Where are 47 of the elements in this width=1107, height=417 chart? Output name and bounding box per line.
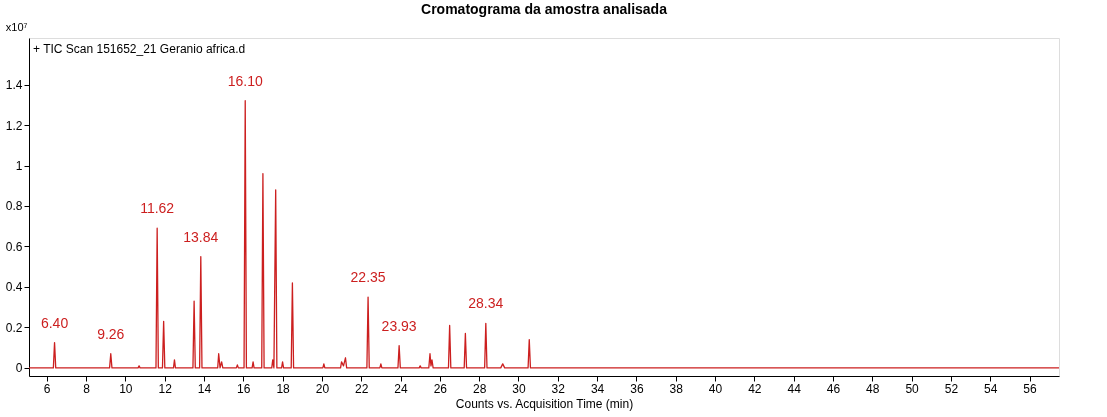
x-tick-label: 6 [43,381,51,396]
x-tick-label: 20 [315,381,330,396]
annotation: 22.35 [350,269,386,286]
chart-title: Cromatograma da amostra analisada [421,1,668,17]
line-series [29,100,1059,369]
x-tick-label: 30 [512,381,526,396]
x-tick-label: 56 [1023,381,1038,396]
annotation: 9.26 [97,325,125,342]
y-tick-label: 0.2 [5,320,23,335]
y-tick-label: 1.4 [5,78,23,93]
x-tick-label: 22 [355,381,369,396]
x-tick-label: 16 [237,381,251,396]
x-tick-label: 14 [197,381,212,396]
y-axis-title: x10⁷ [5,20,28,33]
x-tick-label: 44 [787,381,802,396]
x-tick-label: 46 [826,381,841,396]
x-tick-label: 50 [905,381,920,396]
annotation: 16.10 [227,72,263,89]
x-tick-label: 52 [944,381,959,396]
annotation: 6.40 [40,314,69,331]
x-tick-label: 8 [83,381,91,396]
y-tick-label: 0.6 [5,239,23,254]
annotation: 28.34 [468,295,504,312]
x-tick-label: 26 [433,381,448,396]
x-tick-label: 42 [748,381,762,396]
annotation: 11.62 [140,200,175,217]
x-tick-label: 40 [708,381,723,396]
y-tick-label: 0.8 [5,199,23,214]
x-tick-label: 48 [866,381,880,396]
x-tick-label: 36 [630,381,644,396]
x-tick-label: 24 [394,381,408,396]
annotation: + TIC Scan 151652_21 Geranio africa.d [33,42,246,56]
y-tick-label: 1.2 [5,118,23,133]
x-axis-title: Counts vs. Acquisition Time (min) [455,396,634,411]
y-tick-label: 0 [15,361,23,376]
x-tick-label: 10 [119,381,133,396]
x-tick-label: 18 [276,381,291,396]
x-tick-label: 38 [669,381,684,396]
x-tick-label: 32 [551,381,566,396]
x-tick-label: 34 [590,381,605,396]
annotation: 13.84 [183,228,219,245]
x-tick-label: 12 [158,381,173,396]
x-tick-label: 28 [472,381,487,396]
y-tick-label: 0.4 [5,280,23,295]
x-tick-label: 54 [984,381,998,396]
y-tick-label: 1 [15,159,23,174]
annotation: 23.93 [381,317,417,334]
